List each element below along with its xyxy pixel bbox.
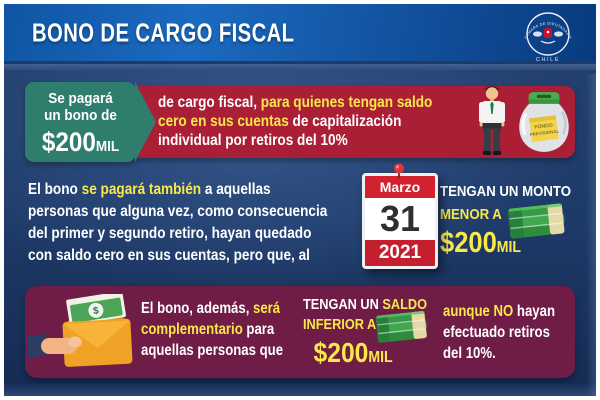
header-bar: BONO DE CARGO FISCAL [4, 4, 596, 64]
text-segment: a aquellas [201, 181, 271, 198]
bonus-callout: Se pagará un bono de $200MIL [25, 82, 156, 162]
text-line: del 10%. [443, 345, 496, 362]
amount-value: $200 [41, 127, 96, 157]
balance-condition-block: TENGAN UN SALDO INFERIOR A $200MIL [303, 297, 427, 369]
amount-value: $200 [440, 227, 497, 259]
amount-suffix: MIL [368, 349, 393, 366]
amount-suffix: MIL [95, 138, 120, 155]
money-stack-icon [507, 203, 565, 239]
callout-line1: Se pagará [48, 90, 113, 107]
text-segment: se pagará también [81, 181, 202, 198]
text-segment: TENGAN UN [303, 297, 383, 313]
text-line: cero en sus cuentas de capitalización [158, 112, 432, 131]
second-payment-paragraph: El bono se pagará también a aquellas per… [28, 179, 327, 267]
text-segment: El bono, además, [141, 300, 254, 317]
pension-jar-icon: FONDO PREVISIONAL [519, 92, 569, 152]
text-segment: para quienes tengan saldo [260, 94, 433, 111]
jar-note-line1: FONDO [534, 123, 553, 131]
text-line: complementario para [141, 319, 283, 340]
text-segment: individual por retiros del 10% [158, 132, 348, 149]
text-segment: de cargo fiscal, [158, 94, 261, 111]
text-line: efectuado retiros [443, 324, 550, 341]
text-line: con saldo cero en sus cuentas, pero que,… [28, 247, 310, 264]
text-segment: cero en sus cuentas [158, 113, 293, 130]
seal-country-text: CHILE [536, 57, 560, 63]
condition-line1: TENGAN UN MONTO [440, 183, 572, 200]
text-line: aunque NO hayan [443, 301, 555, 322]
text-segment: de capitalización [292, 113, 402, 130]
text-segment: SALDO [382, 297, 428, 313]
text-segment: aunque NO [443, 303, 514, 320]
callout-amount: $200MIL [31, 128, 131, 161]
no-withdrawal-note: aunque NO hayan efectuado retiros del 10… [443, 301, 555, 364]
amount-condition-block: TENGAN UN MONTO MENOR A $200MIL [440, 183, 571, 260]
calendar-day: 31 [365, 198, 435, 240]
worker-person-icon [479, 86, 505, 155]
text-segment: será [253, 300, 281, 317]
jar-note-line2: PREVISIONAL [530, 129, 560, 138]
text-line: individual por retiros del 10% [158, 131, 432, 150]
text-line: del primer y segundo retiro, hayan queda… [28, 225, 312, 242]
calendar-year: 2021 [365, 240, 435, 266]
condition-amount: $200MIL [314, 337, 428, 369]
dollar-sign: $ [92, 305, 100, 317]
text-line: El bono se pagará también a aquellas [28, 179, 327, 201]
text-line: aquellas personas que [141, 342, 284, 359]
amount-suffix: MIL [496, 239, 522, 256]
bonus-callout-text: Se pagará un bono de [31, 82, 131, 124]
text-line: personas que alguna vez, como consecuenc… [28, 203, 328, 220]
text-line: El bono, además, será [141, 298, 283, 319]
text-segment: hayan [513, 303, 556, 320]
chile-congress-seal-icon: CÁMARA DE DIPUTADAS Y DIPUTADOS CHILE [516, 5, 572, 63]
callout-line2: un bono de [44, 107, 117, 124]
calendar-icon: Marzo 31 2021 [362, 173, 438, 269]
header-divider [4, 64, 596, 70]
text-segment: para [242, 321, 275, 338]
condition-line2: INFERIOR A [303, 317, 377, 333]
condition-line1: TENGAN UN SALDO [303, 297, 427, 313]
fiscal-charge-text: de cargo fiscal, para quienes tengan sal… [158, 93, 432, 150]
condition-line2: MENOR A [440, 206, 502, 223]
amount-value: $200 [313, 337, 369, 368]
hand-envelope-money-icon: $ [28, 294, 133, 367]
money-stack-icon [375, 310, 427, 343]
text-line: de cargo fiscal, para quienes tengan sal… [158, 93, 432, 112]
condition-amount: $200MIL [440, 227, 571, 260]
calendar-month: Marzo [365, 176, 435, 198]
complementary-paragraph: El bono, además, será complementario par… [141, 298, 283, 361]
text-segment: El bono [28, 181, 82, 198]
page-title: BONO DE CARGO FISCAL [32, 17, 295, 47]
push-pin-icon [394, 163, 404, 178]
text-segment: complementario [141, 321, 243, 338]
